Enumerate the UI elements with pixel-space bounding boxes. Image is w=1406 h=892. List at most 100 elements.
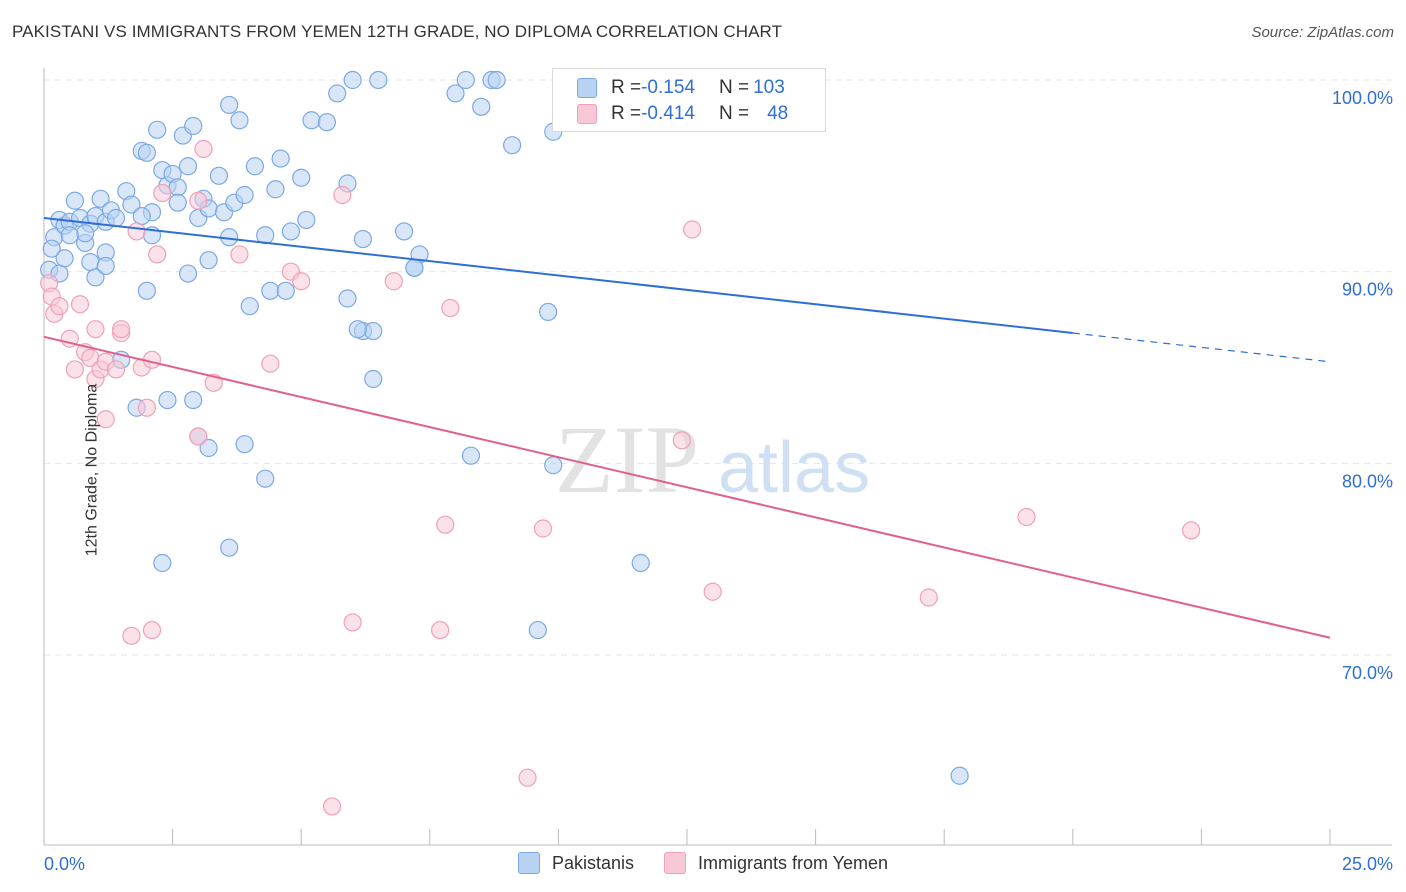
legend-r-label: R = xyxy=(611,103,642,124)
yemen-point xyxy=(518,768,537,787)
pakistani-point xyxy=(158,390,177,410)
pakistani-point xyxy=(256,226,275,245)
yemen-trend-line xyxy=(43,335,1331,639)
pakistani-point xyxy=(276,281,295,300)
pakistani-point xyxy=(446,84,465,103)
legend-label: Pakistanis xyxy=(551,852,634,873)
pakistani-point xyxy=(328,84,347,103)
pakistani-point xyxy=(487,70,506,90)
yemen-point xyxy=(70,295,90,314)
legend-r-label: R = xyxy=(611,77,642,98)
pakistani-point xyxy=(168,178,187,197)
yemen-point xyxy=(106,360,126,379)
yemen-point xyxy=(343,613,362,632)
watermark-zip: ZIP xyxy=(555,406,699,513)
pakistani-point xyxy=(281,222,301,241)
legend-row-pakistanis: R = -0.154 N = 103 xyxy=(577,75,785,101)
pakistani-point xyxy=(317,113,337,132)
pakistani-point xyxy=(42,239,61,258)
yemen-point xyxy=(1017,507,1036,527)
pakistanis-trend-extension xyxy=(1072,332,1331,363)
yemen-point xyxy=(333,185,352,205)
pakistani-point xyxy=(96,256,115,276)
yemen-point xyxy=(189,191,208,210)
pakistani-point xyxy=(240,297,259,316)
pakistani-point xyxy=(302,111,321,130)
legend-swatch-pink xyxy=(577,104,597,124)
legend-n-label: N = xyxy=(718,103,750,124)
pakistani-point xyxy=(86,268,105,287)
pakistani-point xyxy=(261,281,280,300)
pakistani-point xyxy=(353,229,373,249)
watermark-atlas: atlas xyxy=(718,428,870,508)
watermark: ZIP atlas xyxy=(555,406,870,513)
yemen-point xyxy=(322,797,342,816)
yemen-point xyxy=(50,297,69,316)
pakistani-point xyxy=(394,222,414,241)
yemen-point xyxy=(65,360,84,379)
yemen-point xyxy=(919,588,938,607)
legend-swatch-blue xyxy=(577,78,597,98)
pakistani-point xyxy=(544,456,563,475)
pakistani-point xyxy=(503,136,522,155)
yemen-point xyxy=(230,245,249,264)
legend-item-pakistanis[interactable]: Pakistanis xyxy=(517,852,634,874)
pakistani-point xyxy=(230,111,249,130)
tick-labels: 70.0% 80.0% 90.0% 100.0% 0.0% 25.0% xyxy=(44,88,1393,874)
pakistani-point xyxy=(364,321,383,341)
pakistani-point xyxy=(631,553,650,573)
pakistani-point xyxy=(220,95,239,115)
pakistani-point xyxy=(178,264,198,283)
yemen-point xyxy=(122,626,141,645)
legend-n-label: N = xyxy=(718,77,750,98)
yemen-point xyxy=(148,245,167,264)
pakistani-point xyxy=(81,252,100,272)
yemen-point xyxy=(112,320,131,339)
y-tick-label: 70.0% xyxy=(1342,663,1393,683)
yemen-point xyxy=(1182,521,1201,540)
yemen-point xyxy=(204,373,223,392)
legend-swatch-blue xyxy=(517,852,540,874)
yemen-point xyxy=(153,183,172,203)
pakistani-point xyxy=(456,70,475,90)
trend-lines xyxy=(43,217,1331,639)
pakistanis-trend-line xyxy=(43,217,1073,334)
pakistani-point xyxy=(338,289,357,308)
yemen-point xyxy=(137,398,156,417)
x-tick-label: 25.0% xyxy=(1342,854,1393,874)
pakistani-point xyxy=(184,116,203,136)
pakistani-point xyxy=(132,206,151,226)
pakistani-point xyxy=(153,553,172,573)
yemen-point xyxy=(194,139,213,159)
pakistani-point xyxy=(256,469,275,488)
yemen-point xyxy=(441,298,460,318)
yemen-point xyxy=(384,272,403,291)
yemen-point xyxy=(430,620,450,640)
pakistani-point xyxy=(91,189,110,208)
y-axis-label: 12th Grade, No Diploma xyxy=(83,383,101,557)
yemen-point xyxy=(703,582,722,601)
pakistani-point xyxy=(235,435,254,454)
yemen-point xyxy=(86,320,105,339)
yemen-point xyxy=(142,620,162,640)
pakistani-point xyxy=(220,538,239,557)
pakistani-point xyxy=(528,620,547,640)
yemen-point xyxy=(96,410,115,429)
pakistani-point xyxy=(178,157,198,176)
pakistani-point xyxy=(122,195,141,214)
yemen-point xyxy=(533,519,553,538)
pakistani-point xyxy=(137,143,156,162)
pakistani-point xyxy=(950,766,969,785)
pakistani-point xyxy=(369,70,388,90)
yemen-point xyxy=(672,431,691,450)
axes xyxy=(43,68,1392,846)
legend-n-value: 103 xyxy=(753,77,785,98)
legend-swatch-pink xyxy=(663,852,686,874)
legend-item-yemen[interactable]: Immigrants from Yemen xyxy=(663,852,888,874)
pakistani-point xyxy=(539,302,558,322)
pakistani-point xyxy=(55,249,74,268)
pakistani-point xyxy=(472,97,491,116)
yemen-point xyxy=(292,272,311,291)
yemen-point xyxy=(127,222,146,241)
pakistani-point xyxy=(199,251,218,270)
